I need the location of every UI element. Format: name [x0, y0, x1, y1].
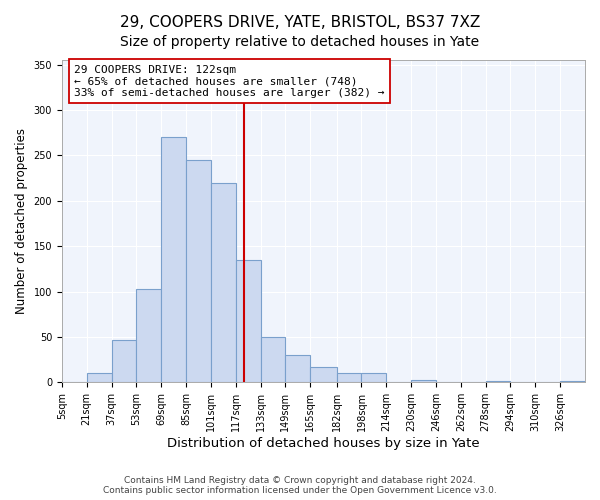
X-axis label: Distribution of detached houses by size in Yate: Distribution of detached houses by size … [167, 437, 480, 450]
Bar [186, 160, 211, 382]
Bar [286, 355, 310, 382]
Bar [310, 367, 337, 382]
Bar [411, 380, 436, 382]
Bar [337, 374, 361, 382]
Text: 29, COOPERS DRIVE, YATE, BRISTOL, BS37 7XZ: 29, COOPERS DRIVE, YATE, BRISTOL, BS37 7… [120, 15, 480, 30]
Text: Contains HM Land Registry data © Crown copyright and database right 2024.
Contai: Contains HM Land Registry data © Crown c… [103, 476, 497, 495]
Text: 29 COOPERS DRIVE: 122sqm
← 65% of detached houses are smaller (748)
33% of semi-: 29 COOPERS DRIVE: 122sqm ← 65% of detach… [74, 64, 385, 98]
Bar [260, 337, 286, 382]
Bar [112, 340, 136, 382]
Y-axis label: Number of detached properties: Number of detached properties [15, 128, 28, 314]
Bar [87, 374, 112, 382]
Bar [560, 380, 585, 382]
Bar [361, 374, 386, 382]
Bar [136, 289, 161, 382]
Bar [485, 380, 511, 382]
Bar [211, 182, 236, 382]
Bar [236, 260, 260, 382]
Text: Size of property relative to detached houses in Yate: Size of property relative to detached ho… [121, 35, 479, 49]
Bar [161, 137, 186, 382]
